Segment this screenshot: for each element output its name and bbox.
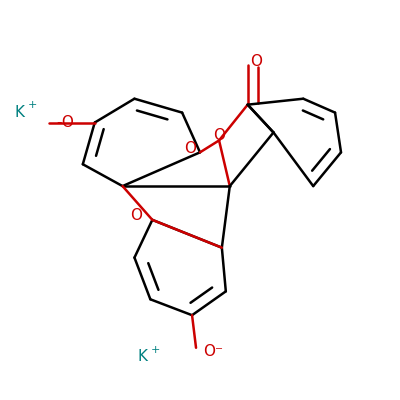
Text: O: O — [130, 208, 142, 223]
Text: +: + — [150, 345, 160, 355]
Text: O: O — [213, 128, 225, 143]
Text: +: + — [27, 100, 37, 110]
Text: O: O — [184, 141, 196, 156]
Text: O: O — [250, 54, 262, 69]
Text: K: K — [138, 350, 148, 364]
Text: -O: -O — [56, 115, 74, 130]
Text: O⁻: O⁻ — [203, 344, 223, 359]
Text: K: K — [14, 105, 24, 120]
